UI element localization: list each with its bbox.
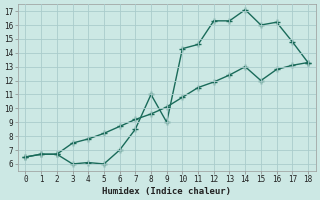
X-axis label: Humidex (Indice chaleur): Humidex (Indice chaleur) [102, 187, 231, 196]
